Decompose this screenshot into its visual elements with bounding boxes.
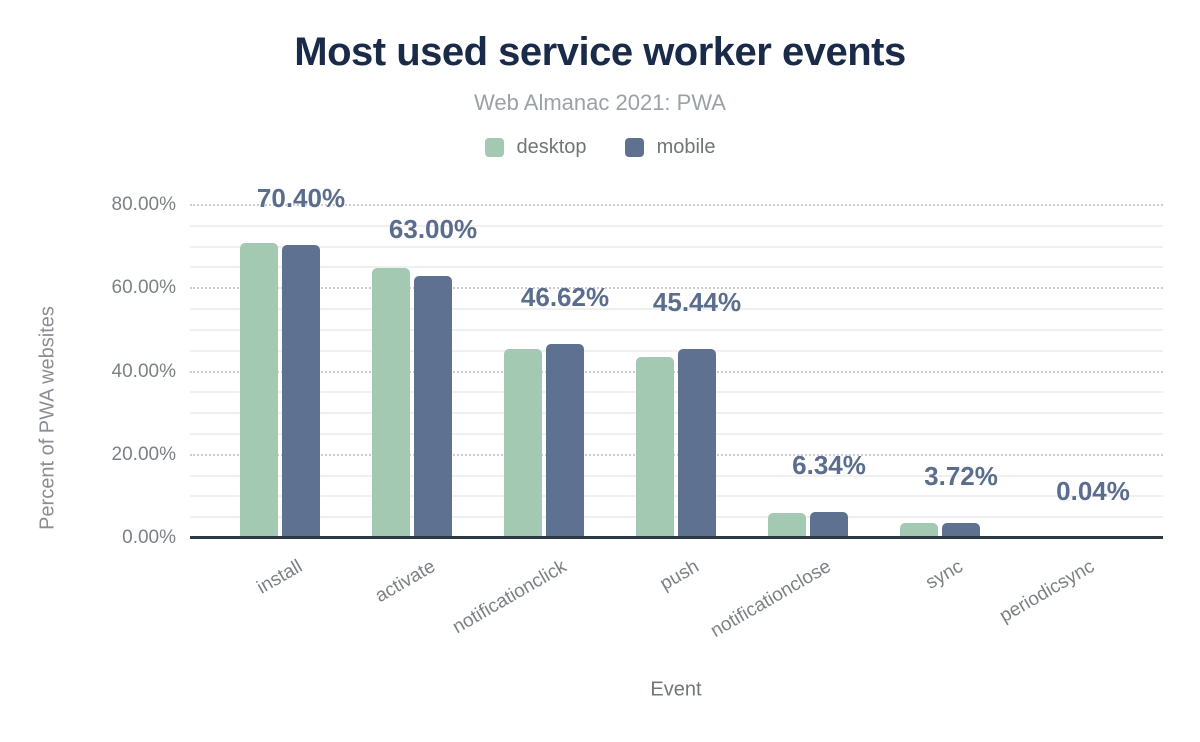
major-gridline bbox=[190, 453, 1163, 456]
x-tick-label-notificationclose: notificationclose bbox=[706, 556, 835, 642]
bar-mobile-install[interactable] bbox=[282, 244, 320, 538]
y-tick-label: 60.00% bbox=[111, 277, 176, 299]
legend: desktop mobile bbox=[0, 136, 1200, 159]
x-tick-label-push: push bbox=[656, 556, 703, 595]
value-label-notificationclose: 6.34% bbox=[792, 449, 866, 480]
major-gridline bbox=[190, 287, 1163, 290]
y-axis-title: Percent of PWA websites bbox=[36, 306, 59, 530]
x-tick-label-sync: sync bbox=[922, 556, 967, 594]
x-axis-title: Event bbox=[650, 678, 702, 701]
value-label-push: 45.44% bbox=[652, 286, 742, 317]
minor-gridline bbox=[190, 391, 1163, 394]
minor-gridline bbox=[190, 245, 1163, 248]
legend-label-desktop: desktop bbox=[516, 136, 587, 158]
bar-mobile-notificationclose[interactable] bbox=[810, 511, 848, 538]
legend-label-mobile: mobile bbox=[656, 136, 716, 158]
x-tick-label-notificationclick: notificationclick bbox=[449, 556, 571, 639]
bar-desktop-notificationclose[interactable] bbox=[768, 513, 806, 538]
y-tick-label: 40.00% bbox=[111, 360, 176, 382]
y-tick-label: 80.00% bbox=[111, 194, 176, 215]
minor-gridline bbox=[190, 474, 1163, 477]
chart-subtitle: Web Almanac 2021: PWA bbox=[474, 90, 726, 115]
minor-gridline bbox=[190, 516, 1163, 519]
legend-item-desktop[interactable]: desktop bbox=[484, 136, 587, 159]
value-label-periodicsync: 0.04% bbox=[1056, 475, 1130, 506]
minor-gridline bbox=[190, 266, 1163, 269]
minor-gridline bbox=[190, 412, 1163, 415]
x-axis-line bbox=[190, 536, 1163, 539]
major-gridline bbox=[190, 370, 1163, 373]
chart-title: Most used service worker events bbox=[294, 30, 906, 74]
bar-desktop-push[interactable] bbox=[636, 356, 674, 538]
minor-gridline bbox=[190, 308, 1163, 311]
bar-mobile-activate[interactable] bbox=[414, 275, 452, 538]
bar-mobile-push[interactable] bbox=[678, 348, 716, 538]
legend-item-mobile[interactable]: mobile bbox=[624, 136, 716, 159]
x-tick-label-periodicsync: periodicsync bbox=[996, 556, 1099, 627]
value-label-sync: 3.72% bbox=[924, 460, 998, 491]
value-label-install: 70.40% bbox=[256, 182, 346, 213]
minor-gridline bbox=[190, 224, 1163, 227]
bar-desktop-install[interactable] bbox=[240, 242, 278, 538]
desktop-swatch-icon bbox=[484, 138, 504, 157]
y-tick-label: 0.00% bbox=[122, 527, 176, 548]
minor-gridline bbox=[190, 328, 1163, 331]
bar-desktop-sync[interactable] bbox=[900, 523, 938, 538]
minor-gridline bbox=[190, 495, 1163, 498]
bar-desktop-activate[interactable] bbox=[372, 267, 410, 538]
minor-gridline bbox=[190, 349, 1163, 352]
value-label-activate: 63.00% bbox=[388, 213, 478, 244]
bar-mobile-sync[interactable] bbox=[942, 522, 980, 538]
major-gridline bbox=[190, 204, 1163, 206]
bar-desktop-notificationclick[interactable] bbox=[504, 348, 542, 538]
x-tick-label-install: install bbox=[253, 556, 307, 599]
value-label-notificationclick: 46.62% bbox=[520, 281, 610, 312]
y-tick-label: 20.00% bbox=[111, 443, 176, 465]
bar-mobile-notificationclick[interactable] bbox=[546, 343, 584, 538]
x-tick-label-activate: activate bbox=[371, 556, 439, 607]
minor-gridline bbox=[190, 432, 1163, 435]
mobile-swatch-icon bbox=[624, 138, 644, 157]
